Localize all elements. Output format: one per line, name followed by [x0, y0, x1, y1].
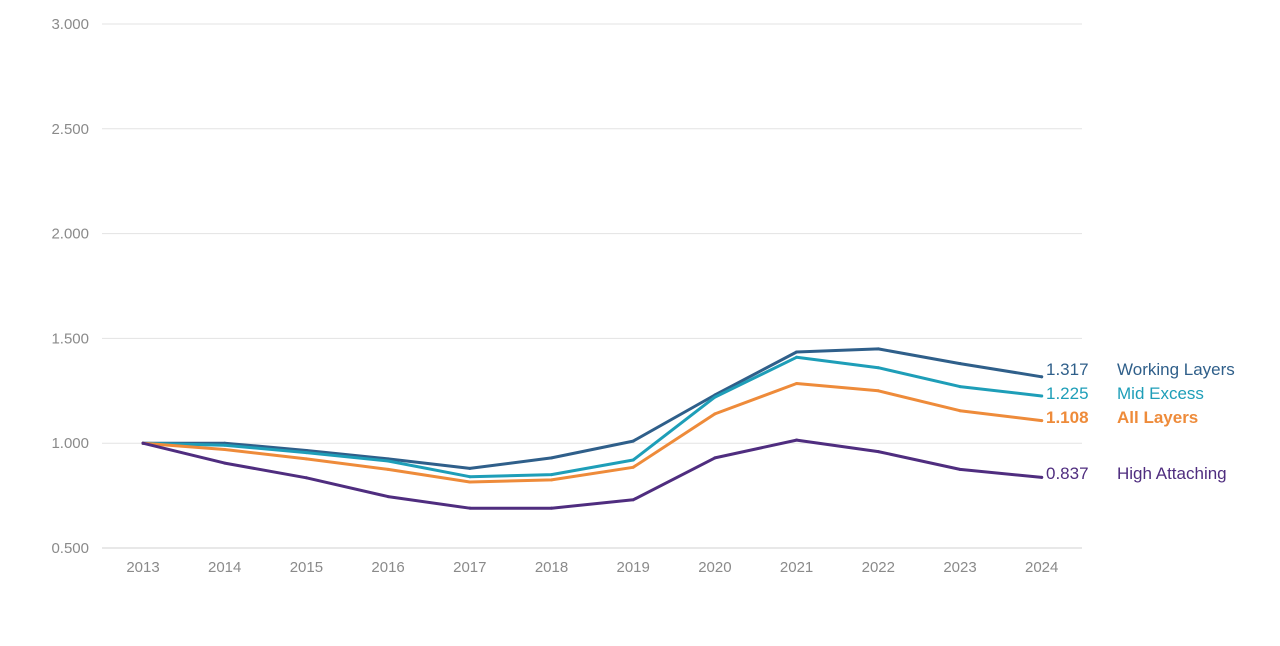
- data-point-all-layers: [1040, 419, 1044, 423]
- data-point-working-layers: [795, 350, 799, 354]
- data-point-working-layers: [1040, 375, 1044, 379]
- data-point-all-layers: [386, 467, 390, 471]
- x-tick-label: 2014: [208, 559, 241, 576]
- series-line-high-attaching: [141, 438, 1044, 510]
- data-point-all-layers: [795, 381, 799, 385]
- data-point-working-layers: [876, 347, 880, 351]
- data-point-mid-excess: [1040, 394, 1044, 398]
- data-point-mid-excess: [386, 459, 390, 463]
- data-point-high-attaching: [958, 467, 962, 471]
- y-axis-ticks: 0.500 1.000 1.500 2.000 2.500 3.000: [51, 16, 89, 557]
- data-point-mid-excess: [631, 458, 635, 462]
- data-point-all-layers: [631, 465, 635, 469]
- y-tick-label: 0.500: [51, 540, 89, 557]
- data-point-mid-excess: [876, 366, 880, 370]
- data-point-all-layers: [550, 478, 553, 482]
- data-point-mid-excess: [304, 451, 308, 455]
- data-point-mid-excess: [468, 475, 472, 479]
- x-tick-label: 2016: [371, 559, 404, 576]
- data-point-mid-excess: [958, 385, 962, 389]
- y-tick-label: 1.000: [51, 435, 89, 452]
- data-point-high-attaching: [550, 506, 553, 510]
- series-lines: [141, 347, 1044, 510]
- data-point-high-attaching: [223, 461, 227, 465]
- end-value-high-attaching: 0.837: [1046, 464, 1089, 483]
- data-point-mid-excess: [223, 443, 227, 447]
- end-value-working-layers: 1.317: [1046, 360, 1089, 379]
- x-tick-label: 2021: [780, 559, 813, 576]
- data-point-all-layers: [713, 412, 717, 416]
- y-tick-label: 2.000: [51, 226, 89, 243]
- data-point-mid-excess: [713, 395, 717, 399]
- data-point-high-attaching: [304, 476, 308, 480]
- x-tick-label: 2024: [1025, 559, 1058, 576]
- series-line-working-layers: [141, 347, 1044, 470]
- end-value-all-layers: 1.108: [1046, 408, 1089, 427]
- data-point-high-attaching: [1040, 475, 1044, 479]
- x-tick-label: 2023: [943, 559, 976, 576]
- data-point-working-layers: [631, 439, 635, 443]
- series-name-high-attaching: High Attaching: [1117, 464, 1227, 483]
- y-tick-label: 1.500: [51, 330, 89, 347]
- x-tick-label: 2013: [126, 559, 159, 576]
- series-line-all-layers: [141, 382, 1044, 484]
- data-point-high-attaching: [876, 450, 880, 454]
- series-name-all-layers: All Layers: [1117, 408, 1198, 427]
- data-point-all-layers: [468, 480, 472, 484]
- y-tick-label: 3.000: [51, 16, 89, 33]
- data-point-high-attaching: [713, 456, 717, 460]
- end-value-mid-excess: 1.225: [1046, 384, 1089, 403]
- data-point-mid-excess: [550, 473, 553, 477]
- series-line-mid-excess: [141, 355, 1044, 479]
- series-name-mid-excess: Mid Excess: [1117, 384, 1204, 403]
- x-tick-label: 2018: [535, 559, 568, 576]
- data-point-mid-excess: [795, 355, 799, 359]
- data-point-working-layers: [468, 466, 472, 470]
- data-point-working-layers: [550, 456, 553, 460]
- x-tick-label: 2017: [453, 559, 486, 576]
- data-point-high-attaching: [468, 506, 472, 510]
- y-tick-label: 2.500: [51, 121, 89, 138]
- series-name-working-layers: Working Layers: [1117, 360, 1235, 379]
- x-axis-ticks: 2013 2014 2015 2016 2017 2018 2019 2020 2021 2022…: [126, 559, 1058, 576]
- x-tick-label: 2015: [290, 559, 323, 576]
- data-point-working-layers: [958, 362, 962, 366]
- x-tick-label: 2019: [617, 559, 650, 576]
- data-point-all-layers: [876, 389, 880, 393]
- data-point-high-attaching: [631, 498, 635, 502]
- series-end-labels: 1.317 Working Layers 1.225 Mid Excess 1.108 A…: [1046, 360, 1235, 483]
- data-point-all-layers: [223, 447, 227, 451]
- data-point-high-attaching: [795, 438, 799, 442]
- data-point-all-layers: [958, 409, 962, 413]
- gridlines: [102, 23, 1082, 549]
- x-tick-label: 2022: [862, 559, 895, 576]
- data-point-all-layers: [304, 457, 308, 461]
- data-point-high-attaching: [386, 495, 390, 499]
- data-point-high-attaching: [141, 441, 145, 445]
- x-tick-label: 2020: [698, 559, 731, 576]
